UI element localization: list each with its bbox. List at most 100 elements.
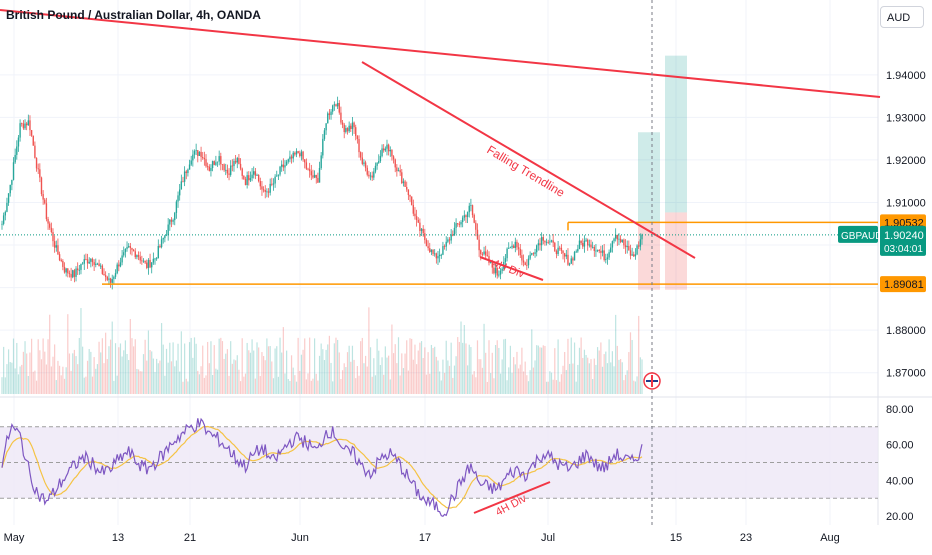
volume-bar [462, 342, 464, 394]
candle-body [562, 250, 564, 254]
candle-body [641, 234, 643, 240]
volume-bar [534, 360, 536, 394]
volume-bar [200, 366, 202, 394]
volume-bar [613, 366, 615, 394]
candle-body [2, 215, 5, 224]
price-tick-label: 1.94000 [886, 70, 926, 82]
candle-body [638, 245, 640, 247]
volume-bar [516, 351, 518, 394]
candle-body [282, 164, 285, 168]
volume-bar [384, 346, 386, 394]
falling-trendline [361, 61, 696, 259]
volume-bar [624, 374, 627, 394]
candle-body [636, 245, 638, 255]
volume-bar [136, 368, 138, 394]
candle-body [414, 213, 416, 217]
candle-body [516, 241, 518, 248]
candle-body [417, 219, 419, 223]
candle-body [320, 155, 322, 168]
volume-bar [282, 327, 284, 394]
position-box [638, 55, 687, 290]
volume-bar [83, 377, 85, 394]
candle-body [623, 239, 625, 246]
candle-body [225, 169, 227, 171]
volume-bar [470, 347, 472, 394]
candle-body [458, 224, 461, 225]
volume-bar [269, 346, 271, 394]
volume-bar [131, 338, 133, 394]
volume-bar [399, 375, 401, 394]
candle-body [93, 262, 95, 265]
volume-bar [221, 341, 224, 394]
volume-bar [378, 350, 380, 394]
candle-body [323, 130, 326, 139]
candle-body [404, 181, 406, 187]
target-zone-2 [665, 55, 687, 213]
candle-body [280, 164, 283, 167]
candle-body [276, 175, 278, 177]
volume-bar [368, 307, 370, 394]
candle-body [433, 253, 436, 255]
rsi-tick-label: 60.00 [886, 440, 914, 452]
candle-body [401, 172, 403, 184]
volume-bar [506, 380, 508, 394]
candle-body [453, 227, 456, 236]
volume-bar [172, 342, 174, 394]
volume-bar [453, 365, 456, 394]
candle-body [231, 165, 234, 167]
candle-body [183, 171, 186, 182]
volume-bar [346, 352, 349, 394]
candle-body [185, 171, 187, 174]
candle-body [376, 162, 378, 166]
candle-body [108, 278, 110, 280]
candle-body [521, 255, 523, 261]
volume-bar [345, 367, 347, 394]
candle-body [343, 124, 345, 133]
volume-bar [582, 357, 584, 394]
volume-bar [137, 369, 140, 394]
candle-body [331, 105, 334, 112]
volume-bar [493, 378, 495, 394]
volume-bar [366, 366, 368, 394]
volume-bar [12, 338, 15, 394]
volume-bar [504, 338, 507, 394]
candle-body [629, 250, 632, 256]
volume-bar [98, 341, 100, 394]
candle-body [481, 254, 484, 255]
candle-body [422, 228, 424, 234]
candle-body [151, 262, 153, 268]
currency-selector[interactable]: AUD [880, 6, 924, 28]
volume-bar [435, 356, 437, 394]
volume-bars [1, 307, 643, 394]
volume-bar [539, 347, 541, 394]
candle-body [633, 254, 635, 257]
candle-body [471, 205, 474, 216]
support-tag [880, 276, 926, 293]
volume-bar [226, 349, 228, 394]
volume-bar [95, 368, 97, 394]
support-tag-label: 1.89081 [884, 279, 924, 291]
candle-body [106, 276, 108, 280]
volume-bar [501, 359, 503, 394]
volume-bar [610, 362, 612, 394]
div-label-price: 4H Div [491, 258, 527, 281]
volume-bar [198, 374, 201, 394]
volume-bar [19, 366, 21, 394]
candle-body [149, 259, 151, 268]
candle-body [399, 170, 401, 173]
volume-bar [233, 359, 235, 394]
candle-body [498, 274, 500, 276]
candle-body [65, 268, 67, 273]
volume-bar [157, 363, 159, 394]
candle-body [473, 215, 475, 223]
candle-body [368, 174, 370, 177]
candle-body [103, 273, 105, 276]
candle-body [601, 250, 604, 253]
volume-bar [220, 337, 222, 394]
volume-bar [560, 374, 562, 394]
volume-bar [246, 342, 248, 394]
candle-body [223, 164, 225, 171]
volume-bar [577, 364, 579, 394]
